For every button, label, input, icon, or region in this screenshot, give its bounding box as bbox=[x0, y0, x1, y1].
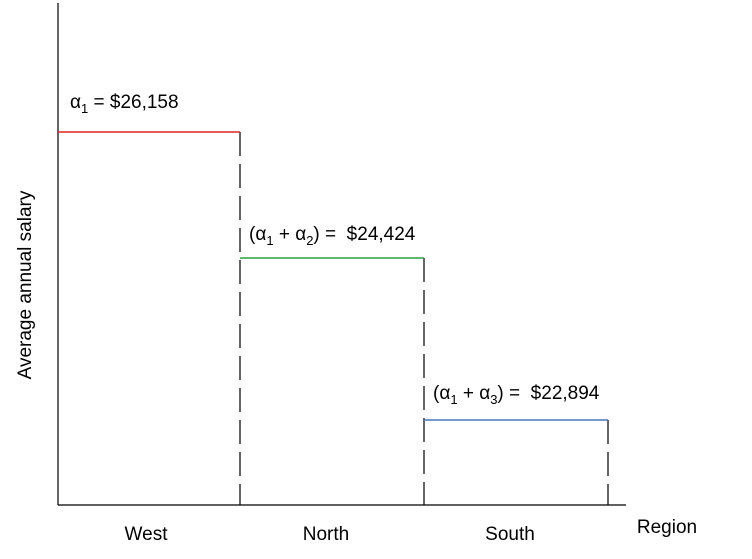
label-part: + α bbox=[274, 224, 307, 245]
level-label: α1 = $26,158 bbox=[70, 92, 179, 116]
label-part: + α bbox=[458, 383, 491, 404]
region-label: North bbox=[303, 524, 349, 545]
subscript: 3 bbox=[490, 392, 497, 407]
label-part: (α bbox=[249, 224, 266, 245]
level-label: (α1 + α2) = $24,424 bbox=[249, 224, 416, 248]
label-part: (α bbox=[433, 383, 450, 404]
label-part: ) = $22,894 bbox=[497, 383, 599, 404]
y-axis-label: Average annual salary bbox=[15, 190, 36, 379]
subscript: 1 bbox=[266, 233, 273, 248]
region-label: West bbox=[125, 524, 169, 545]
subscript: 2 bbox=[306, 233, 313, 248]
label-part: ) = $24,424 bbox=[313, 224, 415, 245]
label-part: α bbox=[70, 92, 81, 113]
x-axis-label: Region bbox=[637, 517, 697, 538]
level-label: (α1 + α3) = $22,894 bbox=[433, 383, 600, 407]
region-label: South bbox=[485, 524, 535, 545]
label-part: = $26,158 bbox=[88, 92, 178, 113]
subscript: 1 bbox=[81, 101, 88, 116]
subscript: 1 bbox=[450, 392, 457, 407]
